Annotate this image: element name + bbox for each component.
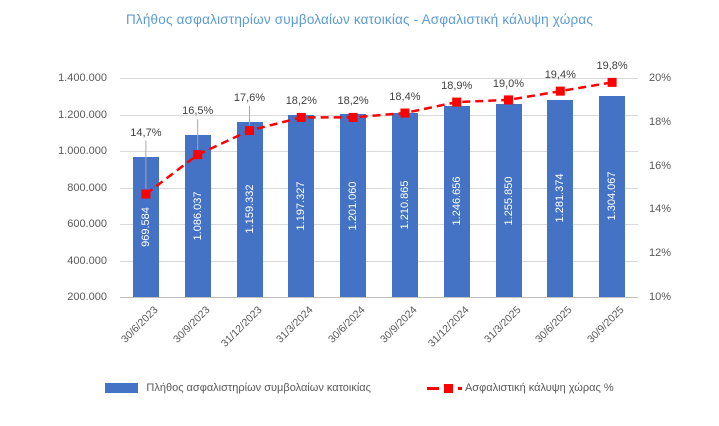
bar-series-swatch <box>105 383 139 393</box>
bar <box>391 112 418 297</box>
left-axis-tick-label: 400.000 <box>67 255 107 267</box>
percentage-data-label: 18,2% <box>285 95 317 108</box>
bar <box>236 121 263 297</box>
percentage-data-label: 18,4% <box>389 91 421 104</box>
bar <box>443 105 470 297</box>
percentage-data-label: 17,6% <box>233 91 266 104</box>
left-axis-tick-label: 600.000 <box>67 218 107 230</box>
right-axis-tick-label: 14% <box>649 203 672 215</box>
gridline <box>120 188 638 189</box>
square-data-marker <box>348 112 358 122</box>
square-data-marker <box>245 126 254 136</box>
bar <box>495 104 522 297</box>
gridline <box>120 151 638 152</box>
square-marker-mark <box>443 383 453 393</box>
percentage-data-label: 16,5% <box>182 105 214 118</box>
bar <box>288 114 315 297</box>
square-data-marker <box>296 112 306 122</box>
dash-mark <box>426 386 439 390</box>
square-data-marker <box>193 150 203 160</box>
right-axis-tick-label: 20% <box>649 72 672 84</box>
legend-item-bar-series: Πλήθος ασφαλιστηρίων συμβολαίων κατοικία… <box>105 382 371 394</box>
percentage-data-label: 19,8% <box>596 60 628 73</box>
legend-label-line-series: Ασφαλιστική κάλυψη χώρας % <box>464 382 614 394</box>
left-axis-tick-label: 1.400.000 <box>58 72 107 84</box>
right-axis-tick-label: 10% <box>649 291 672 303</box>
right-axis-tick-label: 16% <box>649 160 672 172</box>
percentage-data-label: 18,2% <box>337 95 369 108</box>
legend: Πλήθος ασφαλιστηρίων συμβολαίων κατοικία… <box>0 379 719 397</box>
legend-label-bar-series: Πλήθος ασφαλιστηρίων συμβολαίων κατοικία… <box>146 382 371 394</box>
square-data-marker <box>452 97 462 107</box>
percentage-data-label: 18,9% <box>441 80 473 93</box>
square-data-marker <box>504 95 513 105</box>
left-axis-tick-label: 1.000.000 <box>58 145 107 157</box>
x-axis-line <box>120 297 638 298</box>
bar <box>340 114 367 297</box>
square-data-marker <box>141 189 151 199</box>
left-axis-tick-label: 200.000 <box>67 291 107 303</box>
bar <box>599 95 626 297</box>
square-data-marker <box>400 108 410 118</box>
line-series-swatch <box>426 383 462 393</box>
dot-mark <box>457 386 462 390</box>
gridline <box>120 224 638 225</box>
square-data-marker <box>607 77 617 87</box>
right-axis-tick-label: 12% <box>649 247 672 259</box>
left-axis-tick-label: 1.200.000 <box>58 109 107 121</box>
gridline <box>120 78 638 79</box>
square-data-marker <box>555 86 565 96</box>
right-axis-tick-label: 18% <box>649 116 672 128</box>
left-axis-tick-label: 800.000 <box>67 182 107 194</box>
chart-title: Πλήθος ασφαλιστηρίων συμβολαίων κατοικία… <box>125 12 594 27</box>
percentage-data-label: 14,7% <box>130 126 162 139</box>
percentage-data-label: 19,0% <box>492 77 525 90</box>
coverage-dashed-line <box>145 81 613 196</box>
percentage-data-label: 19,4% <box>544 69 576 82</box>
bar <box>547 99 574 297</box>
gridline <box>120 261 638 262</box>
legend-item-line-series: Ασφαλιστική κάλυψη χώρας % <box>426 382 614 394</box>
